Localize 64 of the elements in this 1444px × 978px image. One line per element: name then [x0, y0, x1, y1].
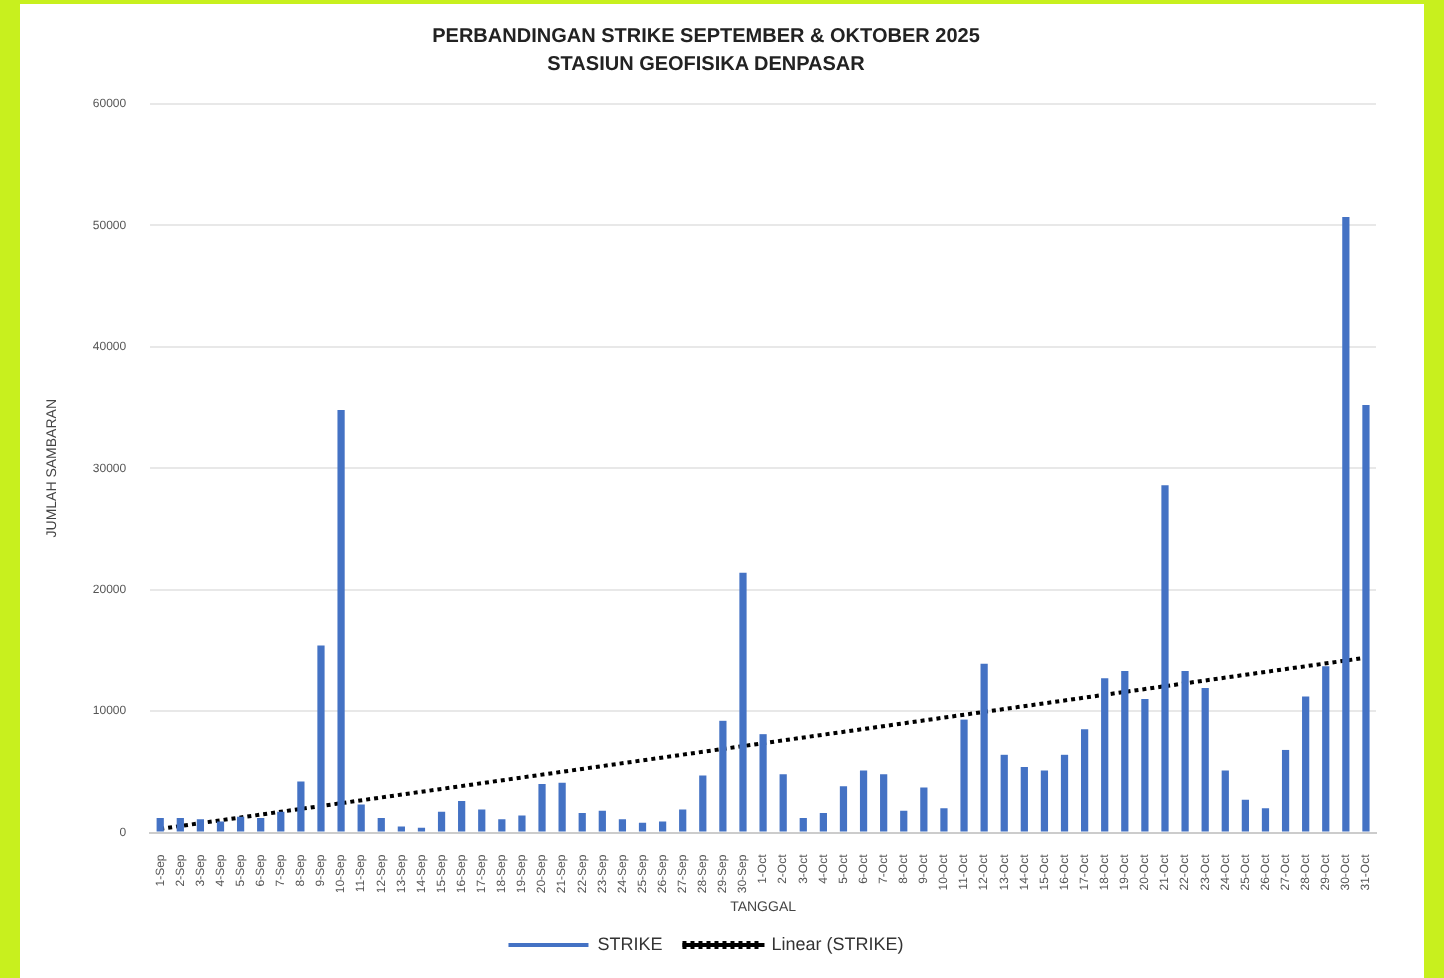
- bar: [1261, 808, 1270, 832]
- bar: [699, 775, 707, 832]
- bar: [1181, 671, 1189, 832]
- bar: [1281, 749, 1290, 832]
- bar: [397, 826, 405, 832]
- bar: [297, 781, 305, 832]
- bar: [1081, 729, 1089, 832]
- chart-title: PERBANDINGAN STRIKE SEPTEMBER & OKTOBER 2025: [432, 25, 981, 48]
- bar: [1060, 754, 1069, 832]
- bar: [558, 782, 566, 832]
- bar: [478, 809, 486, 832]
- bar: [658, 821, 667, 832]
- bar: [940, 808, 948, 832]
- bar: [458, 800, 466, 832]
- bar: [920, 787, 928, 832]
- bar: [236, 816, 245, 832]
- bar: [880, 774, 888, 832]
- bar: [739, 572, 747, 832]
- bar: [819, 813, 827, 832]
- bar: [1020, 766, 1028, 832]
- bar: [518, 815, 526, 832]
- bar: [277, 811, 285, 832]
- bar: [638, 822, 647, 832]
- bar: [1322, 666, 1330, 832]
- bar: [859, 770, 868, 832]
- bar: [719, 720, 727, 832]
- bar: [779, 774, 787, 832]
- bar: [1221, 770, 1229, 832]
- bar: [900, 810, 908, 832]
- bar: [1000, 754, 1008, 832]
- legend-label: Linear (STRIKE): [771, 933, 904, 954]
- bar: [1141, 698, 1149, 832]
- bar: [618, 819, 627, 832]
- bar: [578, 813, 586, 832]
- bar: [176, 817, 184, 832]
- bar: [1241, 799, 1249, 832]
- bar: [799, 817, 807, 832]
- bar: [377, 817, 385, 832]
- bar: [498, 819, 506, 832]
- bar: [839, 786, 848, 832]
- bar: [156, 817, 164, 832]
- bar: [1121, 671, 1129, 832]
- bar: [1362, 405, 1370, 832]
- bar: [598, 810, 606, 832]
- bar: [1342, 216, 1350, 832]
- bar: [980, 663, 988, 832]
- bar: [538, 783, 546, 832]
- bar: [216, 821, 225, 832]
- chart-subtitle: STASIUN GEOFISIKA DENPASAR: [547, 53, 867, 76]
- bar: [357, 804, 365, 832]
- bar: [317, 645, 325, 832]
- bar: [196, 819, 205, 832]
- bar: [1201, 688, 1209, 832]
- bar: [1302, 696, 1310, 832]
- bar: [257, 817, 265, 832]
- bar: [337, 409, 345, 832]
- bar: [1161, 485, 1169, 832]
- legend-label: STRIKE: [597, 933, 663, 954]
- bar: [960, 719, 968, 832]
- bar: [437, 811, 446, 832]
- bar: [1101, 678, 1109, 832]
- bar: [1040, 770, 1049, 832]
- bar: [759, 734, 767, 832]
- bar: [679, 809, 687, 832]
